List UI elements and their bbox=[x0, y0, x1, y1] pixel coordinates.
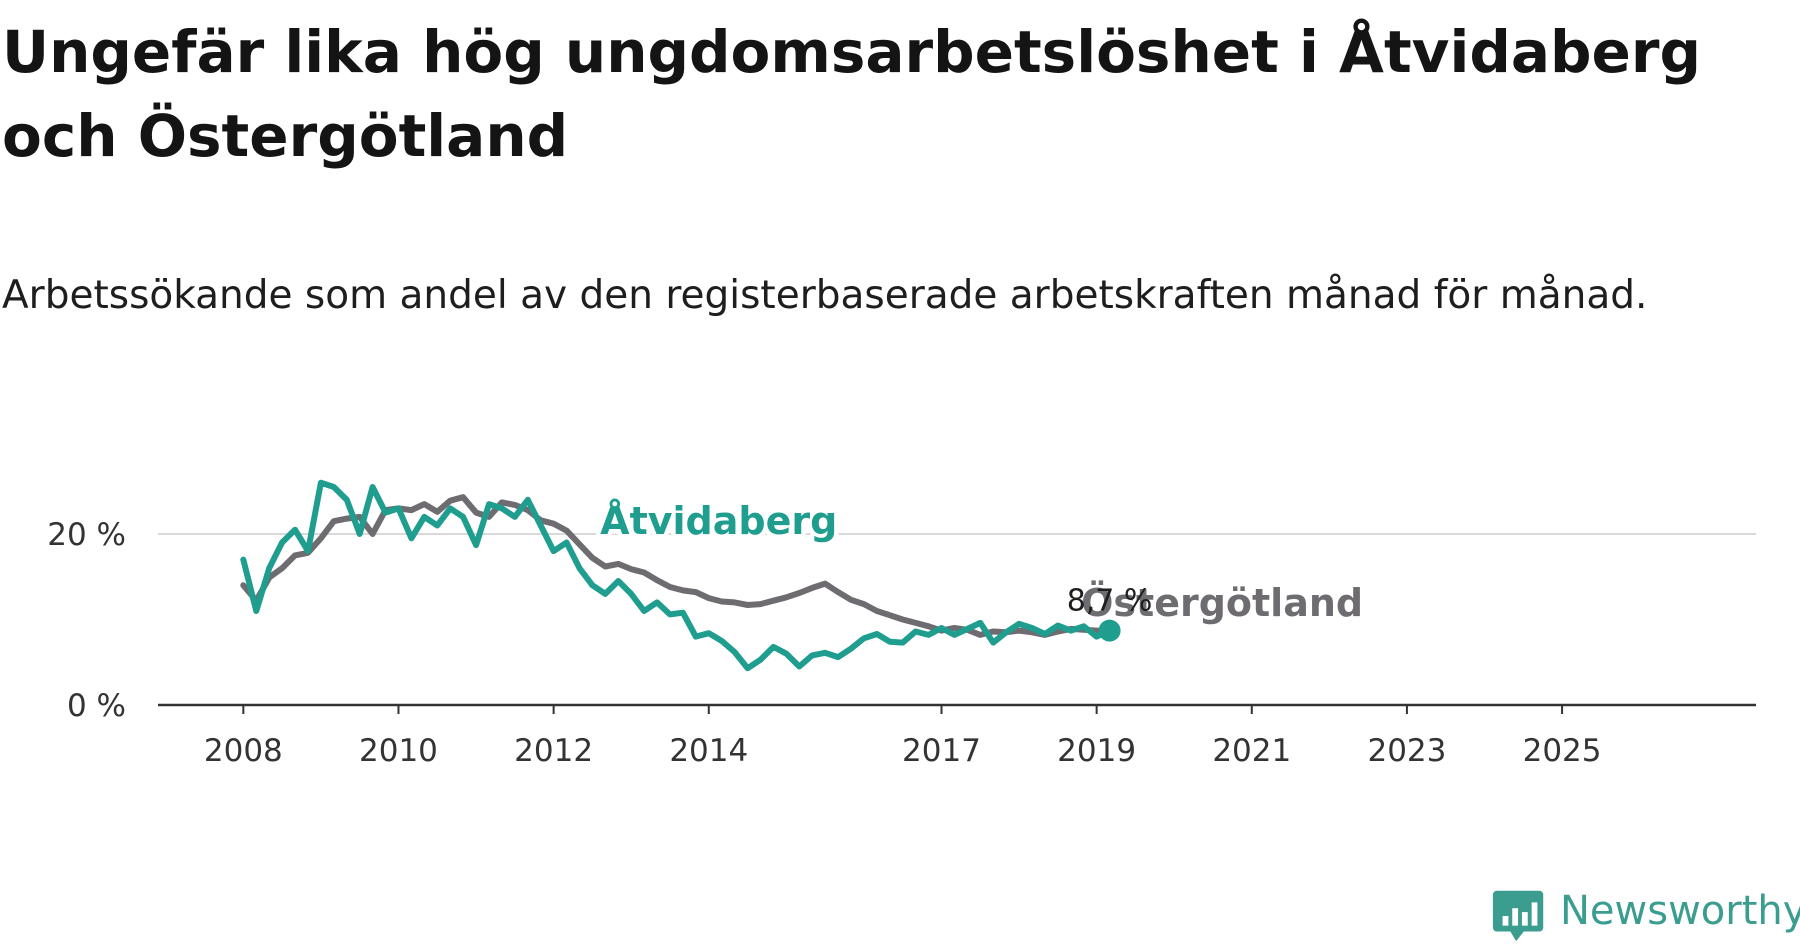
x-tick-label: 2012 bbox=[514, 733, 593, 769]
x-tick-label: 2025 bbox=[1523, 733, 1602, 769]
chart-subtitle: Arbetssökande som andel av den registerb… bbox=[2, 273, 1648, 318]
x-tick-label: 2010 bbox=[359, 733, 438, 769]
y-tick-label: 20 % bbox=[47, 517, 126, 553]
series-label-halo: Åtvidaberg bbox=[600, 499, 837, 543]
x-tick-label: 2023 bbox=[1367, 733, 1446, 769]
x-tick-label: 2019 bbox=[1057, 733, 1136, 769]
series-label: Östergötland bbox=[1081, 581, 1363, 625]
series-label: Åtvidaberg bbox=[600, 499, 837, 543]
x-tick-label: 2014 bbox=[669, 733, 748, 769]
x-tick-label: 2008 bbox=[204, 733, 283, 769]
series-label-halo: Östergötland bbox=[1081, 581, 1363, 625]
end-point-marker bbox=[1098, 619, 1121, 642]
x-tick-label: 2017 bbox=[902, 733, 981, 769]
x-tick-label: 2021 bbox=[1212, 733, 1291, 769]
end-value-label: 8,7 % bbox=[1067, 584, 1153, 619]
chart-title: Ungefär lika hög ungdomsarbetslöshet i Å… bbox=[2, 18, 1701, 170]
newsworthy-logo-icon bbox=[1492, 890, 1544, 942]
series-line-atvidaberg bbox=[240, 479, 1113, 672]
y-tick-label: 0 % bbox=[67, 688, 126, 724]
brand-name: Newsworthy bbox=[1560, 888, 1800, 934]
